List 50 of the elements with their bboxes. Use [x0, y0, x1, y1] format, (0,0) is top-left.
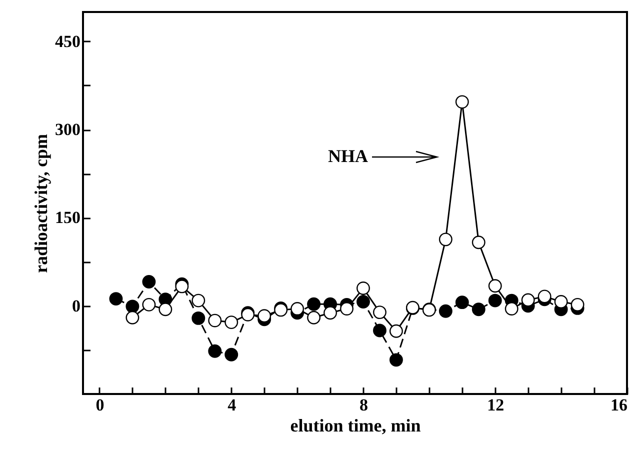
x-tick-label: 16 — [610, 396, 628, 414]
point — [389, 324, 403, 338]
point — [356, 282, 370, 295]
point — [340, 302, 354, 316]
point — [504, 302, 518, 316]
point — [175, 280, 189, 294]
point — [126, 300, 140, 314]
y-tick-label: 0 — [72, 296, 80, 316]
point — [208, 344, 222, 358]
point — [472, 236, 486, 250]
point — [324, 306, 337, 320]
point — [224, 348, 238, 362]
y-axis-title: radioactivity, cpm — [31, 134, 51, 273]
point — [455, 95, 469, 109]
point — [258, 309, 272, 323]
point — [356, 295, 370, 308]
y-tick-label: 450 — [55, 32, 80, 51]
x-tick-label: 0 — [96, 396, 104, 414]
point — [126, 310, 140, 324]
point — [373, 324, 386, 338]
point — [488, 294, 502, 308]
x-axis-title: elution time, min — [290, 416, 421, 436]
point — [472, 302, 486, 316]
point — [538, 290, 552, 304]
annotation: NHA — [328, 146, 368, 166]
point — [438, 304, 452, 318]
point — [488, 279, 502, 293]
point — [192, 311, 206, 325]
point — [307, 297, 321, 311]
point — [224, 316, 238, 330]
point — [373, 306, 386, 320]
point — [307, 310, 321, 324]
point — [109, 292, 123, 306]
point — [389, 353, 403, 367]
point — [142, 298, 156, 312]
point — [554, 295, 568, 308]
x-tick-label: 12 — [487, 396, 504, 414]
x-tick-label: 8 — [359, 396, 368, 414]
point — [142, 275, 156, 288]
point — [208, 314, 222, 328]
x-tick-label: 4 — [228, 396, 237, 414]
point — [521, 293, 535, 307]
point — [455, 296, 469, 310]
point — [192, 294, 206, 308]
point — [438, 232, 452, 246]
point — [158, 302, 172, 316]
point — [570, 298, 584, 312]
y-tick-label: 300 — [55, 120, 80, 140]
point — [290, 302, 304, 316]
y-tick-label: 150 — [55, 208, 80, 228]
